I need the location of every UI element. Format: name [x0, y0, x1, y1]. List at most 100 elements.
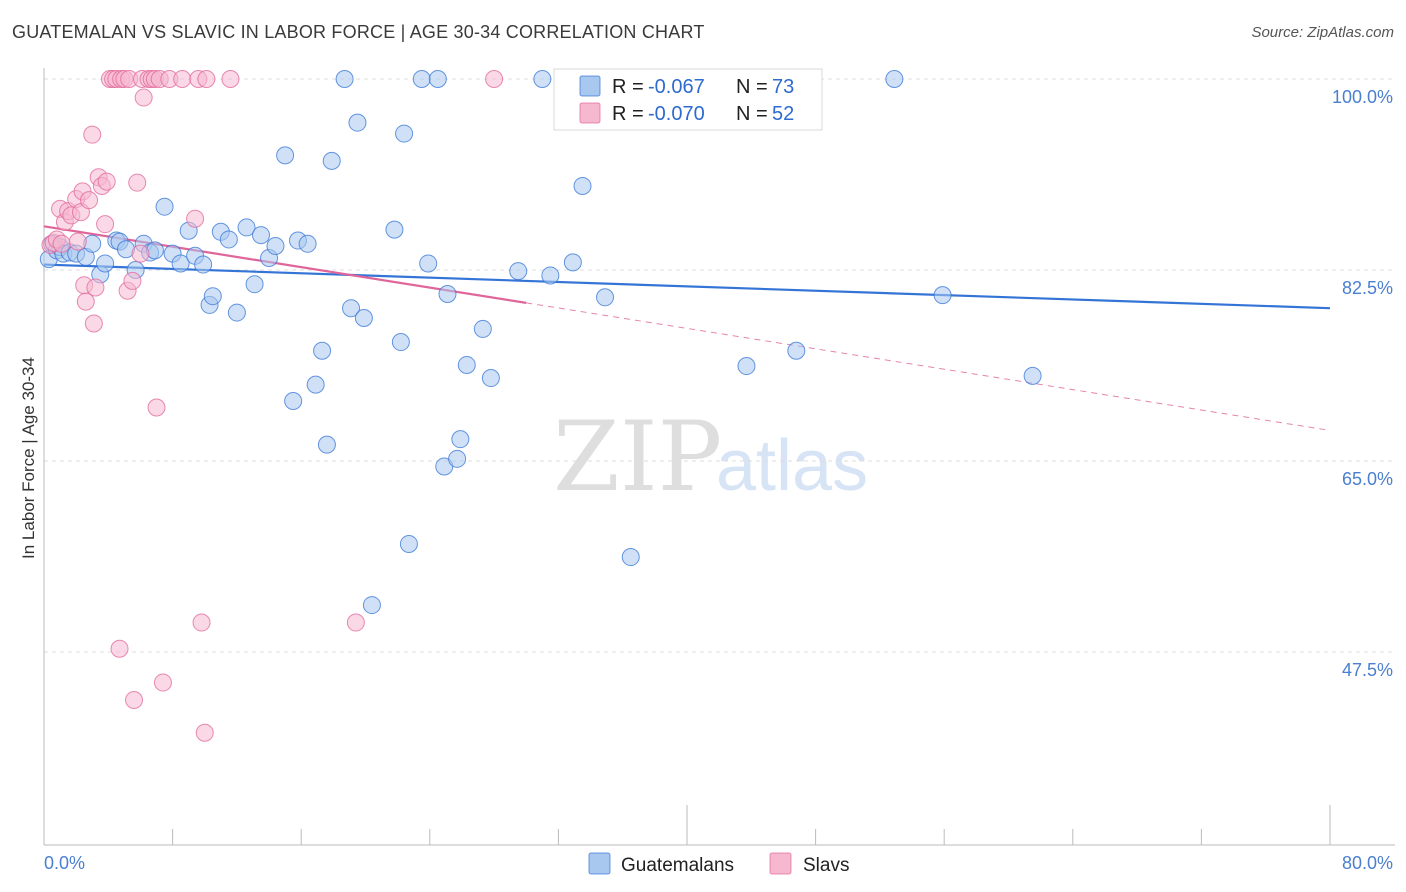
guatemalan-point — [412, 70, 431, 88]
slav-point — [128, 173, 147, 192]
guatemalan-point — [509, 262, 528, 281]
slav-point — [197, 70, 216, 88]
bottom-legend-swatch-guatemalans — [588, 852, 611, 875]
guatemalan-point — [473, 319, 492, 338]
guatemalan-point — [266, 236, 285, 255]
trend-lines — [43, 225, 1331, 431]
slav-point — [131, 244, 150, 263]
slav-point — [173, 70, 192, 88]
guatemalan-point — [348, 113, 367, 132]
guatemalan-point — [155, 197, 174, 216]
slav-point — [96, 215, 115, 234]
slav-point — [86, 278, 105, 297]
guatemalan-point — [342, 299, 361, 318]
guatemalan-point — [317, 435, 336, 454]
guatemalan-point — [621, 548, 640, 567]
slav-point — [153, 673, 172, 692]
legend-n-value: 52 — [772, 103, 794, 125]
legend-n-label: N = — [736, 103, 768, 125]
guatemalan-point — [171, 254, 190, 273]
chart-title: GUATEMALAN VS SLAVIC IN LABOR FORCE | AG… — [12, 22, 705, 42]
guatemalan-point — [203, 287, 222, 306]
y-axis-label: In Labor Force | Age 30-34 — [19, 357, 38, 559]
guatemalan-point — [885, 70, 904, 88]
bottom-legend-label-guatemalans: Guatemalans — [621, 855, 734, 876]
guatemalan-point — [335, 70, 354, 88]
slav-point — [134, 88, 153, 107]
slav-point — [76, 292, 95, 311]
legend-r-label: R = — [612, 76, 644, 98]
legend-swatch-guatemalans — [579, 75, 601, 97]
slav-point — [110, 639, 129, 658]
bottom-legend-swatch-slavs — [769, 852, 792, 875]
guatemalan-point — [362, 596, 381, 615]
gridlines — [44, 78, 1395, 653]
guatemalan-point — [787, 341, 806, 360]
guatemalan-trend-line — [43, 263, 1331, 310]
guatemalan-point — [194, 255, 213, 274]
guatemalan-point — [298, 234, 317, 253]
slav-point — [68, 232, 87, 251]
guatemalan-point — [237, 218, 256, 237]
slav-point — [97, 172, 116, 191]
y-tick-label: 82.5% — [1342, 278, 1393, 298]
guatemalan-point — [245, 275, 264, 294]
slav-point — [485, 70, 504, 88]
guatemalan-point — [385, 220, 404, 239]
y-tick-labels: 47.5% 65.0% 82.5% 100.0% — [1332, 87, 1393, 680]
guatemalan-point — [399, 534, 418, 553]
guatemalan-point — [419, 254, 438, 273]
guatemalan-point — [306, 375, 325, 394]
guatemalan-point — [541, 266, 560, 285]
guatemalan-point — [276, 146, 295, 165]
guatemalan-point — [481, 369, 500, 388]
slav-point — [52, 234, 71, 253]
guatemalan-point — [284, 391, 303, 410]
axes — [43, 68, 1395, 846]
guatemalan-point — [428, 70, 447, 88]
guatemalan-point — [563, 253, 582, 272]
slav-point — [125, 691, 144, 710]
guatemalan-point — [252, 226, 271, 245]
legend-r-label: R = — [612, 103, 644, 125]
slav-point — [84, 314, 103, 333]
guatemalan-point — [391, 333, 410, 352]
guatemalan-point — [438, 285, 457, 304]
legend-r-value: -0.067 — [648, 76, 705, 98]
y-tick-label: 47.5% — [1342, 660, 1393, 680]
x-tick-labels: 0.0% 80.0% — [44, 853, 1393, 873]
guatemalan-point — [457, 355, 476, 374]
series-legend: Guatemalans Slavs — [588, 852, 849, 876]
slav-point — [186, 209, 205, 228]
slav-trend-line-dashed — [526, 302, 1331, 431]
slav-point — [195, 723, 214, 742]
guatemalan-point — [573, 176, 592, 195]
legend-r-value: -0.070 — [648, 103, 705, 125]
y-tick-label: 65.0% — [1342, 469, 1393, 489]
guatemalan-point — [737, 357, 756, 376]
guatemalan-point — [322, 151, 341, 170]
x-tick-label: 80.0% — [1342, 853, 1393, 873]
guatemalan-point — [395, 124, 414, 143]
slav-point — [192, 613, 211, 632]
legend-swatch-slavs — [579, 102, 601, 124]
guatemalan-point — [313, 341, 332, 360]
x-tick-label: 0.0% — [44, 853, 85, 873]
guatemalan-point — [448, 449, 467, 468]
slav-point — [83, 125, 102, 144]
guatemalan-point — [96, 254, 115, 273]
guatemalan-point — [596, 288, 615, 307]
slav-point — [147, 398, 166, 417]
guatemalan-point — [1023, 366, 1042, 385]
slav-point — [221, 70, 240, 88]
guatemalan-point — [451, 430, 470, 449]
bottom-legend-label-slavs: Slavs — [803, 855, 849, 876]
scatter-points — [39, 70, 1042, 742]
stats-legend: R = -0.067 N = 73 R = -0.070 N = 52 — [553, 68, 823, 131]
slav-point — [80, 191, 99, 210]
y-tick-label: 100.0% — [1332, 87, 1393, 107]
guatemalan-point — [219, 230, 238, 249]
source-credit: Source: ZipAtlas.com — [1251, 24, 1394, 41]
guatemalan-point — [354, 309, 373, 328]
